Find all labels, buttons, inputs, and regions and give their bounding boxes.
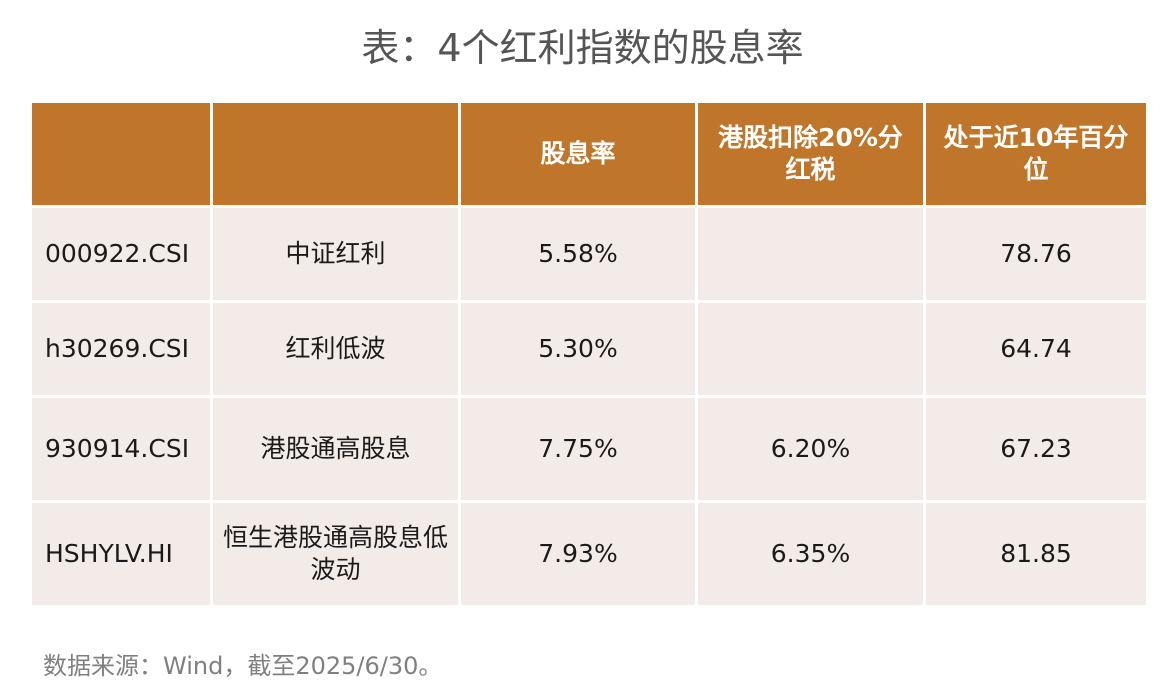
index-name: 中证红利 [213, 208, 458, 300]
after-tax-yield [698, 208, 923, 300]
header-percentile: 处于近10年百分位 [926, 103, 1146, 205]
table-row: 000922.CSI 中证红利 5.58% 78.76 [32, 208, 1146, 300]
percentile: 81.85 [926, 503, 1146, 605]
index-name: 港股通高股息 [213, 398, 458, 500]
index-code: 000922.CSI [32, 208, 210, 300]
dividend-yield: 7.75% [461, 398, 695, 500]
header-code [32, 103, 210, 205]
table-row: HSHYLV.HI 恒生港股通高股息低波动 7.93% 6.35% 81.85 [32, 503, 1146, 605]
after-tax-yield: 6.20% [698, 398, 923, 500]
percentile: 67.23 [926, 398, 1146, 500]
index-name: 红利低波 [213, 303, 458, 395]
header-name [213, 103, 458, 205]
table-row: h30269.CSI 红利低波 5.30% 64.74 [32, 303, 1146, 395]
index-code: HSHYLV.HI [32, 503, 210, 605]
dividend-yield-table: 股息率 港股扣除20%分红税 处于近10年百分位 000922.CSI 中证红利… [29, 100, 1149, 608]
index-name: 恒生港股通高股息低波动 [213, 503, 458, 605]
index-code: 930914.CSI [32, 398, 210, 500]
percentile: 64.74 [926, 303, 1146, 395]
header-dividend-yield: 股息率 [461, 103, 695, 205]
dividend-yield: 5.30% [461, 303, 695, 395]
after-tax-yield: 6.35% [698, 503, 923, 605]
after-tax-yield [698, 303, 923, 395]
index-code: h30269.CSI [32, 303, 210, 395]
header-after-tax: 港股扣除20%分红税 [698, 103, 923, 205]
table-row: 930914.CSI 港股通高股息 7.75% 6.20% 67.23 [32, 398, 1146, 500]
dividend-yield: 5.58% [461, 208, 695, 300]
table-title: 表：4个红利指数的股息率 [361, 26, 804, 70]
percentile: 78.76 [926, 208, 1146, 300]
source-note: 数据来源：Wind，截至2025/6/30。 [43, 652, 443, 680]
dividend-yield: 7.93% [461, 503, 695, 605]
table-header-row: 股息率 港股扣除20%分红税 处于近10年百分位 [32, 103, 1146, 205]
